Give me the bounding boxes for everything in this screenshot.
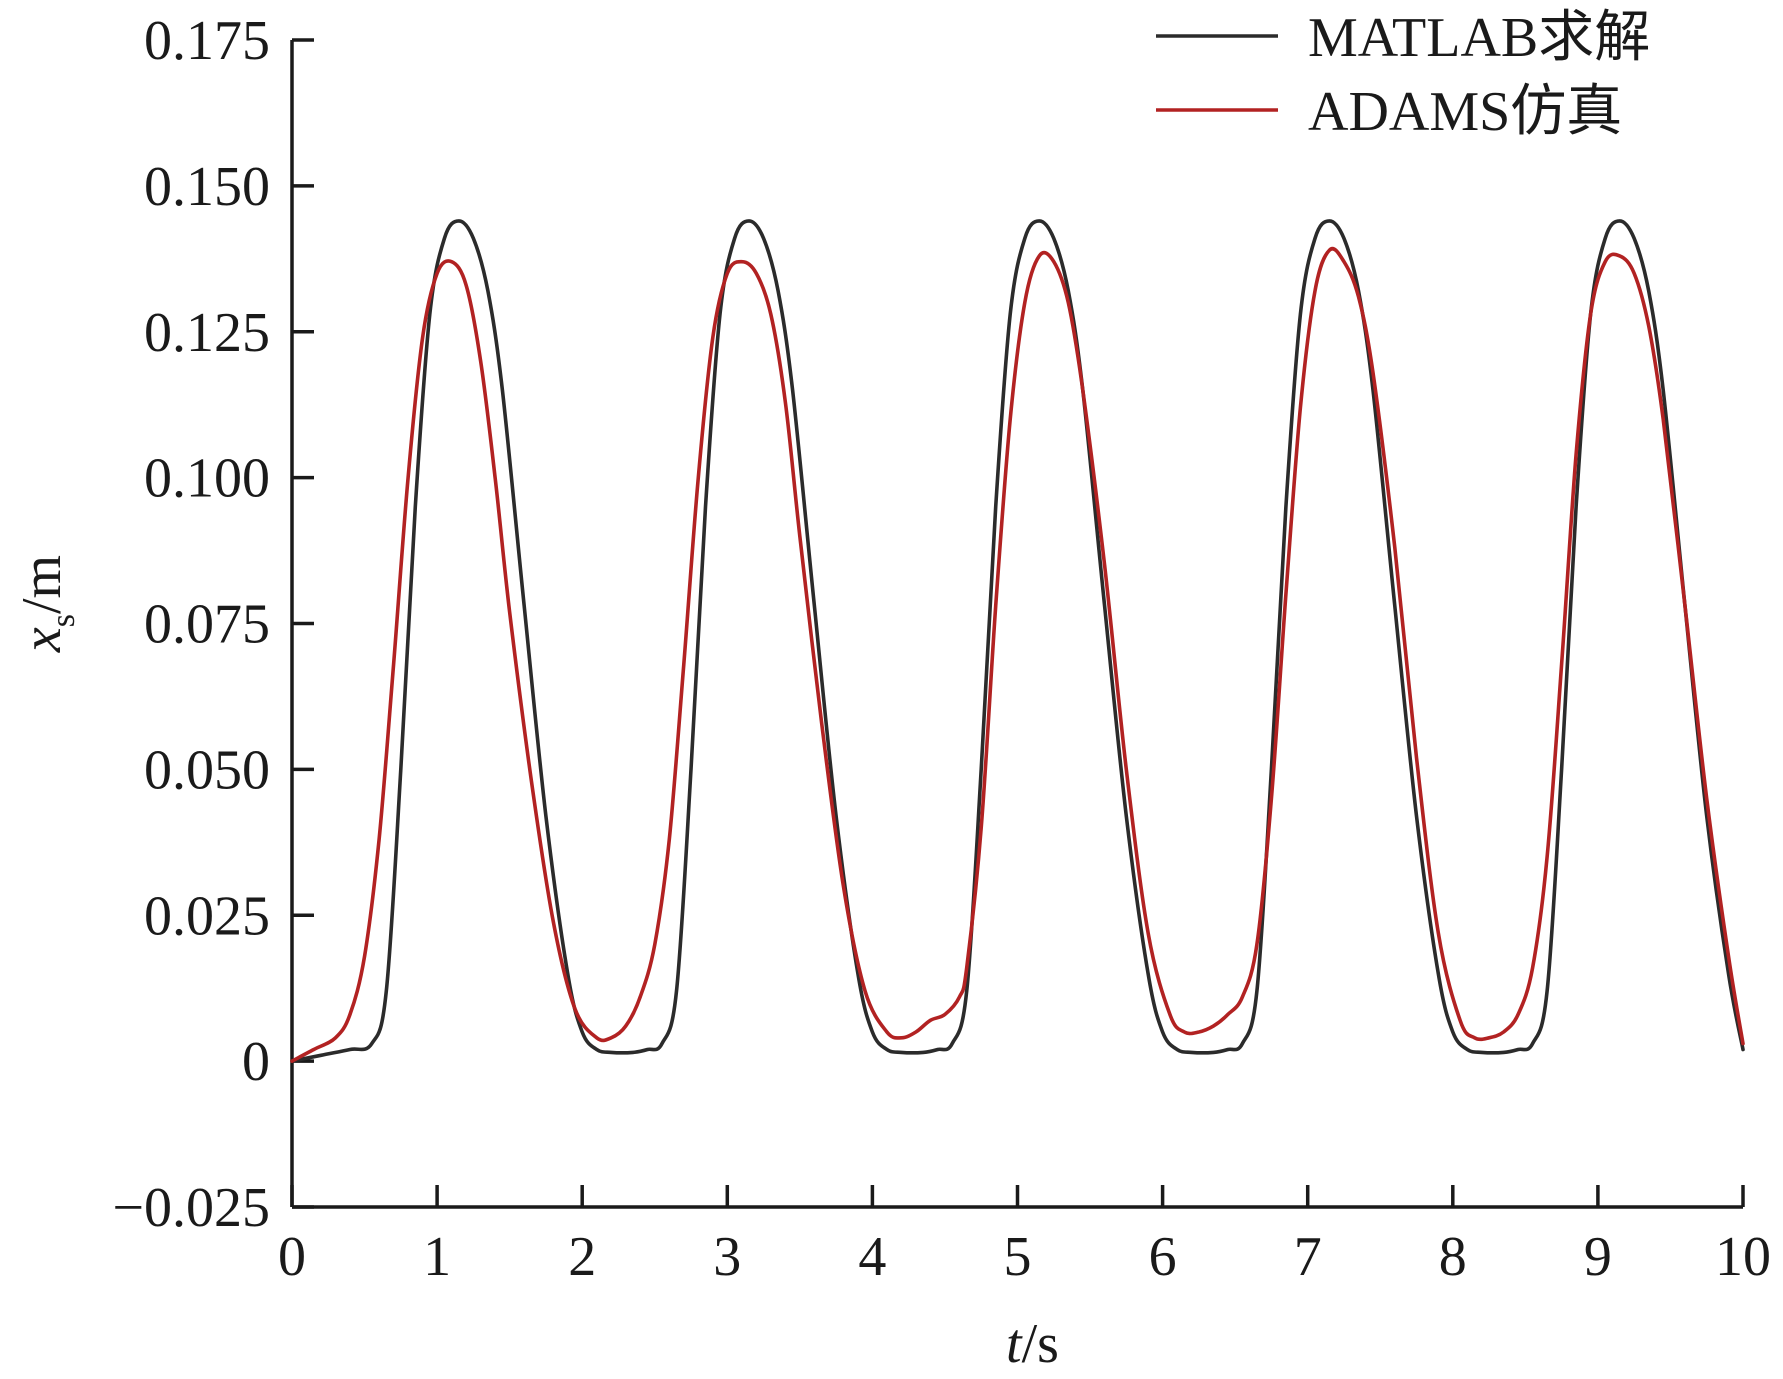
y-tick-label: 0.100 (144, 448, 270, 510)
series-line-0 (290, 219, 1745, 1063)
y-tick-label: 0 (242, 1031, 270, 1093)
x-tick-label: 4 (858, 1226, 886, 1288)
y-tick-label: 0.175 (144, 10, 270, 72)
x-tick-label: 6 (1149, 1226, 1177, 1288)
x-tick-label: 2 (568, 1226, 596, 1288)
legend-label-0: MATLAB求解 (1308, 7, 1650, 69)
legend: MATLAB求解 ADAMS仿真 (1156, 7, 1650, 143)
series-layer (290, 219, 1745, 1063)
y-axis-label: xs/m (11, 555, 82, 653)
series-line-1 (290, 246, 1745, 1063)
x-tick-label: 8 (1439, 1226, 1467, 1288)
ticks: −0.02500.0250.0500.0750.1000.1250.1500.1… (112, 10, 1771, 1288)
axis-labels: t/s xs/m (11, 555, 1059, 1375)
x-tick-label: 1 (423, 1226, 451, 1288)
y-tick-label: 0.075 (144, 594, 270, 656)
y-tick-label: −0.025 (112, 1177, 270, 1239)
y-tick-label: 0.150 (144, 156, 270, 218)
y-tick-label: 0.050 (144, 739, 270, 801)
x-tick-label: 10 (1715, 1226, 1771, 1288)
x-axis-label: t/s (1006, 1313, 1059, 1375)
x-tick-label: 3 (713, 1226, 741, 1288)
x-tick-label: 7 (1294, 1226, 1322, 1288)
x-tick-label: 0 (278, 1226, 306, 1288)
legend-label-1: ADAMS仿真 (1308, 81, 1622, 143)
y-tick-label: 0.025 (144, 885, 270, 947)
y-tick-label: 0.125 (144, 302, 270, 364)
x-tick-label: 5 (1004, 1226, 1032, 1288)
x-tick-label: 9 (1584, 1226, 1612, 1288)
